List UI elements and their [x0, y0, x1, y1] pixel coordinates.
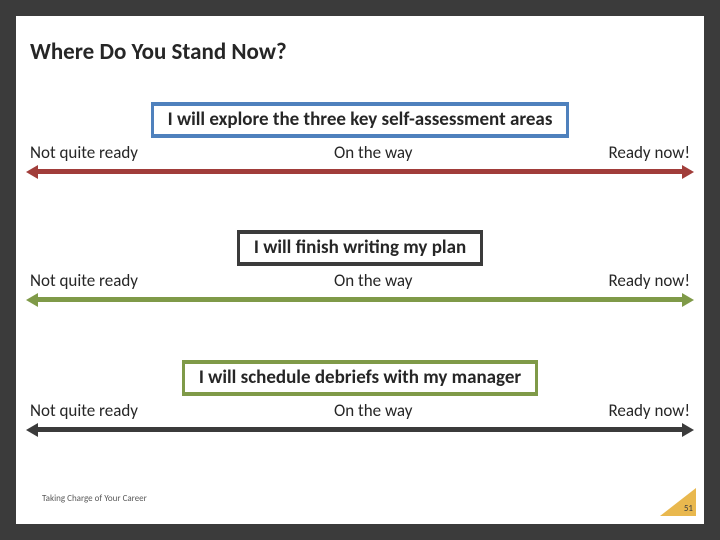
scale-labels: Not quite ready On the way Ready now! — [28, 270, 692, 291]
arrow-head-right-icon — [682, 293, 694, 307]
assessment-section-2: I will finish writing my plan Not quite … — [28, 230, 692, 307]
statement-text: I will finish writing my plan — [237, 230, 483, 266]
page-title: Where Do You Stand Now? — [30, 38, 287, 66]
arrow-line — [38, 169, 682, 174]
statement-text: I will schedule debriefs with my manager — [182, 360, 538, 396]
footer-caption: Taking Charge of Your Career — [42, 493, 147, 504]
arrow-scale — [28, 165, 692, 179]
arrow-scale — [28, 293, 692, 307]
scale-labels: Not quite ready On the way Ready now! — [28, 142, 692, 163]
statement-box: I will finish writing my plan — [28, 230, 692, 266]
label-left: Not quite ready — [30, 270, 138, 291]
label-left: Not quite ready — [30, 142, 138, 163]
label-center: On the way — [334, 400, 412, 421]
statement-box: I will explore the three key self-assess… — [28, 102, 692, 138]
page-number: 51 — [684, 503, 693, 514]
label-right: Ready now! — [608, 142, 690, 163]
assessment-section-1: I will explore the three key self-assess… — [28, 102, 692, 179]
label-right: Ready now! — [608, 400, 690, 421]
arrow-line — [38, 297, 682, 302]
scale-labels: Not quite ready On the way Ready now! — [28, 400, 692, 421]
arrow-head-right-icon — [682, 423, 694, 437]
page-marker: 51 — [660, 488, 696, 516]
slide-frame: Where Do You Stand Now? I will explore t… — [0, 0, 720, 540]
arrow-line — [38, 427, 682, 432]
label-center: On the way — [334, 142, 412, 163]
statement-box: I will schedule debriefs with my manager — [28, 360, 692, 396]
arrow-scale — [28, 423, 692, 437]
assessment-section-3: I will schedule debriefs with my manager… — [28, 360, 692, 437]
label-right: Ready now! — [608, 270, 690, 291]
label-center: On the way — [334, 270, 412, 291]
arrow-head-right-icon — [682, 165, 694, 179]
arrow-head-left-icon — [26, 423, 38, 437]
slide-inner: Where Do You Stand Now? I will explore t… — [16, 16, 704, 524]
arrow-head-left-icon — [26, 165, 38, 179]
arrow-head-left-icon — [26, 293, 38, 307]
statement-text: I will explore the three key self-assess… — [151, 102, 570, 138]
label-left: Not quite ready — [30, 400, 138, 421]
